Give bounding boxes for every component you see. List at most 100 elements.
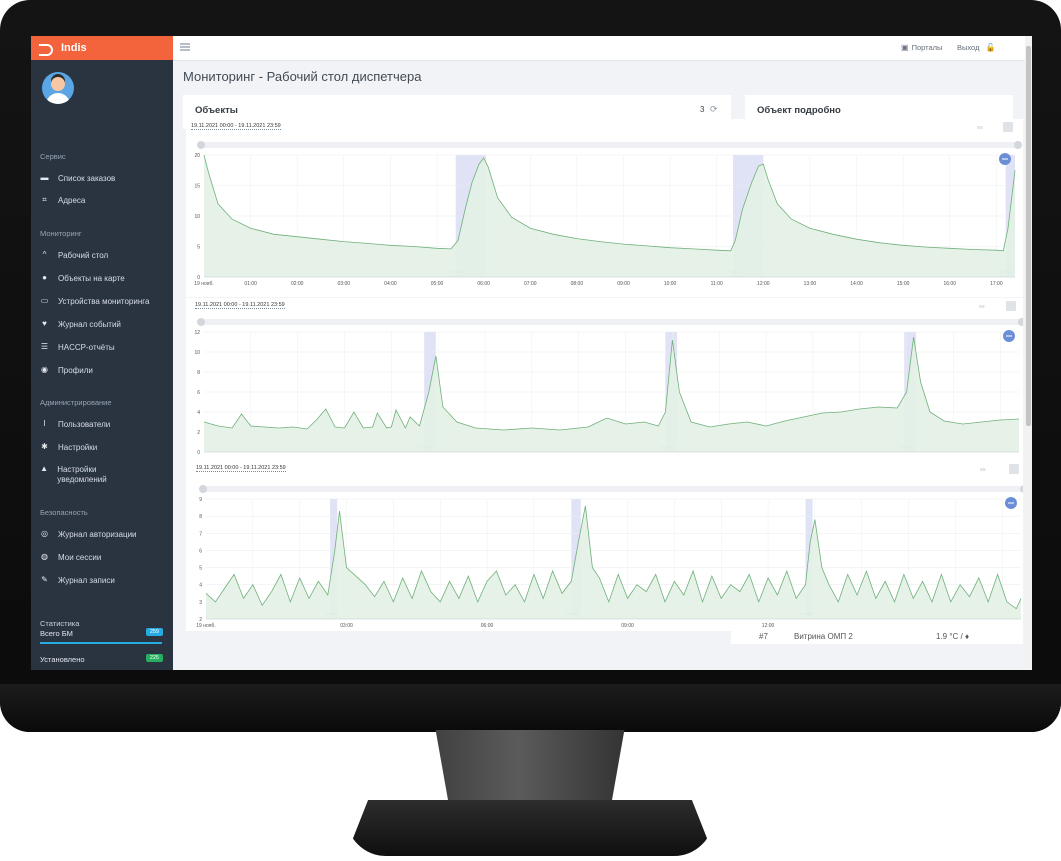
y-tick-label: 5 [197,245,200,251]
sidebar-item-auth-log[interactable]: ◎ Журнал авторизации [40,529,170,540]
portals-button[interactable]: ▣ Порталы [901,43,942,52]
x-tick-label: 11:00 [711,281,723,287]
report-icon: ☰ [40,342,49,351]
navigator-handle-left [199,485,207,493]
stats-title: Статистика [40,619,80,628]
sidebar-item-events[interactable]: ♥ Журнал событий [40,319,170,330]
x-tick-label: 17:00 [990,281,1003,287]
device-icon: ▭ [40,296,49,305]
sidebar-item-label: Настройки уведомлений [57,465,107,484]
chart-range[interactable]: 19.11.2021 00:00 - 19.11.2021 23:59 [191,123,281,130]
sidebar-item-haccp[interactable]: ☰ HACCP-отчёты [40,342,170,353]
chart-toggle-button[interactable] [1009,464,1019,474]
object-row-id: #7 [759,632,768,641]
session-icon: ◍ [41,552,48,561]
y-tick-label: 12 [194,330,200,336]
sidebar-item-sessions[interactable]: ◍ Мои сессии [40,552,170,563]
objects-count: 3 [700,105,705,114]
sidebar-item-devices[interactable]: ▭ Устройства мониторинга [40,296,170,307]
screen: Indis Сервис ▬ Список заказов ⌗ Адреса Мон… [31,36,1032,670]
x-tick-label: 08:00 [571,281,584,287]
chevron-up-icon: ^ [42,250,47,259]
sidebar-item-label: Пользователи [58,420,111,429]
y-tick-label: 5 [199,566,202,572]
navigator-handle-right [1020,485,1023,493]
x-tick-label: 16:00 [943,281,956,287]
x-tick-label: 04:00 [384,281,397,287]
sidebar-item-addresses[interactable]: ⌗ Адреса [40,196,170,206]
sidebar-item-label: Список заказов [58,174,116,183]
y-tick-label: 8 [197,370,200,376]
x-tick-label: 03:00 [338,281,351,287]
y-tick-label: 6 [199,548,202,554]
x-tick-label: 19 нояб. [196,623,215,629]
x-tick-label: 01:00 [244,281,257,287]
y-tick-label: 10 [194,214,200,220]
sidebar-item-label: Адреса [58,196,86,205]
refresh-icon[interactable]: ⟳ [710,104,718,114]
series-line [205,505,1022,610]
y-tick-label: 8 [199,514,202,520]
navigator-bar [198,142,1021,148]
sidebar-item-settings[interactable]: ✱ Настройки [40,442,170,453]
sidebar-item-profiles[interactable]: ◉ Профили [40,366,170,376]
sidebar-item-notification-settings[interactable]: ▲ Настройки уведомлений [40,465,140,485]
stat-total-bar [40,642,162,644]
sidebar-item-label: Рабочий стол [58,251,109,260]
x-tick-label: 15:00 [897,281,910,287]
stat-total-badge: 259 [145,628,163,636]
exit-button[interactable]: Выход 🔓 [957,43,998,52]
sidebar-item-desktop[interactable]: ^ Рабочий стол [40,250,170,261]
list-icon: ▬ [40,173,49,182]
navigator-bar [198,319,1023,325]
y-tick-label: 7 [199,531,202,537]
chart-tools-label: ≡≡ [980,467,986,473]
chart-range[interactable]: 19.11.2021 00:00 - 19.11.2021 23:59 [196,465,286,472]
brand-bar[interactable]: Indis [31,36,173,60]
y-tick-label: 9 [199,497,202,503]
gear-icon: ✱ [41,442,48,451]
minus-icon [1002,158,1008,160]
heart-icon: ♥ [42,319,47,328]
sidebar-item-label: Мои сессии [58,553,102,562]
sidebar-item-orders[interactable]: ▬ Список заказов [40,173,170,184]
monitor-stand-neck [435,730,625,810]
sidebar-item-label: Устройства мониторинга [58,297,150,306]
chart-range[interactable]: 19.11.2021 00:00 - 19.11.2021 23:59 [195,302,285,309]
sidebar-item-record-log[interactable]: ✎ Журнал записи [40,576,170,586]
x-tick-label: 10:00 [664,281,677,287]
series-area [206,505,1021,619]
chart-toggle-button[interactable] [1006,301,1016,311]
page-scrollbar[interactable] [1025,36,1032,670]
sidebar-item-label: Профили [58,366,93,375]
y-tick-label: 0 [197,450,200,456]
navigator-handle-left [197,141,205,149]
page-scrollbar-thumb[interactable] [1026,46,1031,426]
y-tick-label: 15 [194,184,200,190]
brand-logo-icon [39,42,55,56]
portals-icon: ▣ [901,43,909,52]
x-tick-label: 06:00 [481,623,494,629]
avatar[interactable] [42,72,74,104]
sidebar-item-label: Объекты на карте [58,274,125,283]
sidebar-item-map[interactable]: ● Объекты на карте [40,274,170,284]
chart-3: ОттайкаОттайкаОттайка2345678919 нояб.03:… [196,485,1023,629]
objects-panel-title: Объекты [195,105,238,116]
x-tick-label: 05:00 [431,281,444,287]
x-tick-label: 07:00 [524,281,537,287]
chart-tools-label: ≡≡ [977,125,983,131]
section-title-admin: Администрирование [40,398,112,407]
chart-2: ОттайкаОттайкаОттайка024681012 [194,318,1023,456]
menu-toggle-icon[interactable] [180,43,190,51]
y-tick-label: 0 [197,275,200,281]
topbar: ▣ Порталы Выход 🔓 [173,36,1032,61]
x-tick-label: 19 нояб. [194,281,213,287]
sidebar-item-users[interactable]: ǀ Пользователи [40,420,170,430]
sidebar-item-label: Журнал событий [58,320,121,329]
object-row[interactable]: #7 Витрина ОМП 2 1.9 °С / ♦ [731,628,1023,644]
x-tick-label: 13:00 [804,281,817,287]
chart-toggle-button[interactable] [1003,122,1013,132]
navigator-handle-right [1014,141,1022,149]
object-row-value: 1.9 °С / ♦ [936,632,970,641]
login-icon: ◎ [41,529,48,538]
